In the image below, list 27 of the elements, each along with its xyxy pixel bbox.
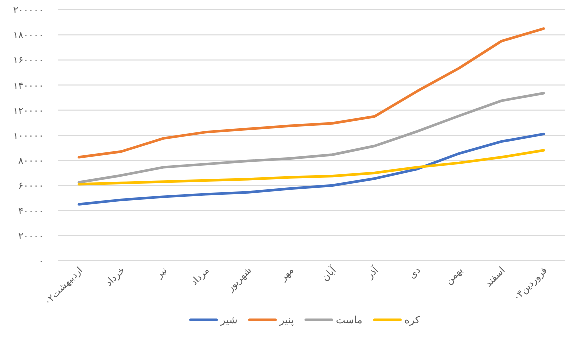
- y-tick-label: ۶۰۰۰۰: [18, 181, 44, 192]
- legend-label: کره: [404, 316, 420, 326]
- legend-label: شیر: [220, 316, 238, 326]
- y-tick-label: ۱۰۰۰۰۰: [13, 131, 44, 142]
- x-tick-label: دی: [407, 265, 424, 282]
- x-tick-label: اسفند: [484, 265, 508, 290]
- y-tick-label: ۱۸۰۰۰۰: [13, 30, 44, 42]
- y-tick-label: ۲۰۰۰۰۰: [13, 6, 44, 16]
- x-tick-label: شهریور: [224, 265, 254, 295]
- y-tick-label: ۴۰۰۰۰: [18, 206, 44, 218]
- x-tick-label: تیر: [154, 265, 170, 282]
- y-tick-label: ۱۶۰۰۰۰: [13, 56, 44, 67]
- x-tick-label: فروردین۰۳: [512, 265, 550, 304]
- x-tick-label: بهمن: [444, 265, 466, 288]
- x-tick-label: اردیبهشت۰۲: [42, 265, 86, 308]
- legend-label: پنیر: [278, 316, 294, 326]
- x-tick-label: مرداد: [189, 265, 212, 288]
- x-tick-label: خرداد: [104, 265, 128, 289]
- y-tick-label: ۱۴۰۰۰۰: [13, 80, 44, 92]
- y-tick-label: ۲۰۰۰۰: [18, 231, 44, 242]
- y-tick-label: ۱۲۰۰۰۰: [13, 106, 44, 117]
- legend-label: ماست: [336, 316, 363, 326]
- x-tick-label: آذر: [364, 264, 382, 282]
- x-tick-label: مهر: [278, 265, 296, 284]
- x-tick-label: آبان: [320, 264, 339, 284]
- y-tick-label: ۰: [38, 256, 44, 268]
- y-tick-label: ۸۰۰۰۰: [18, 156, 44, 168]
